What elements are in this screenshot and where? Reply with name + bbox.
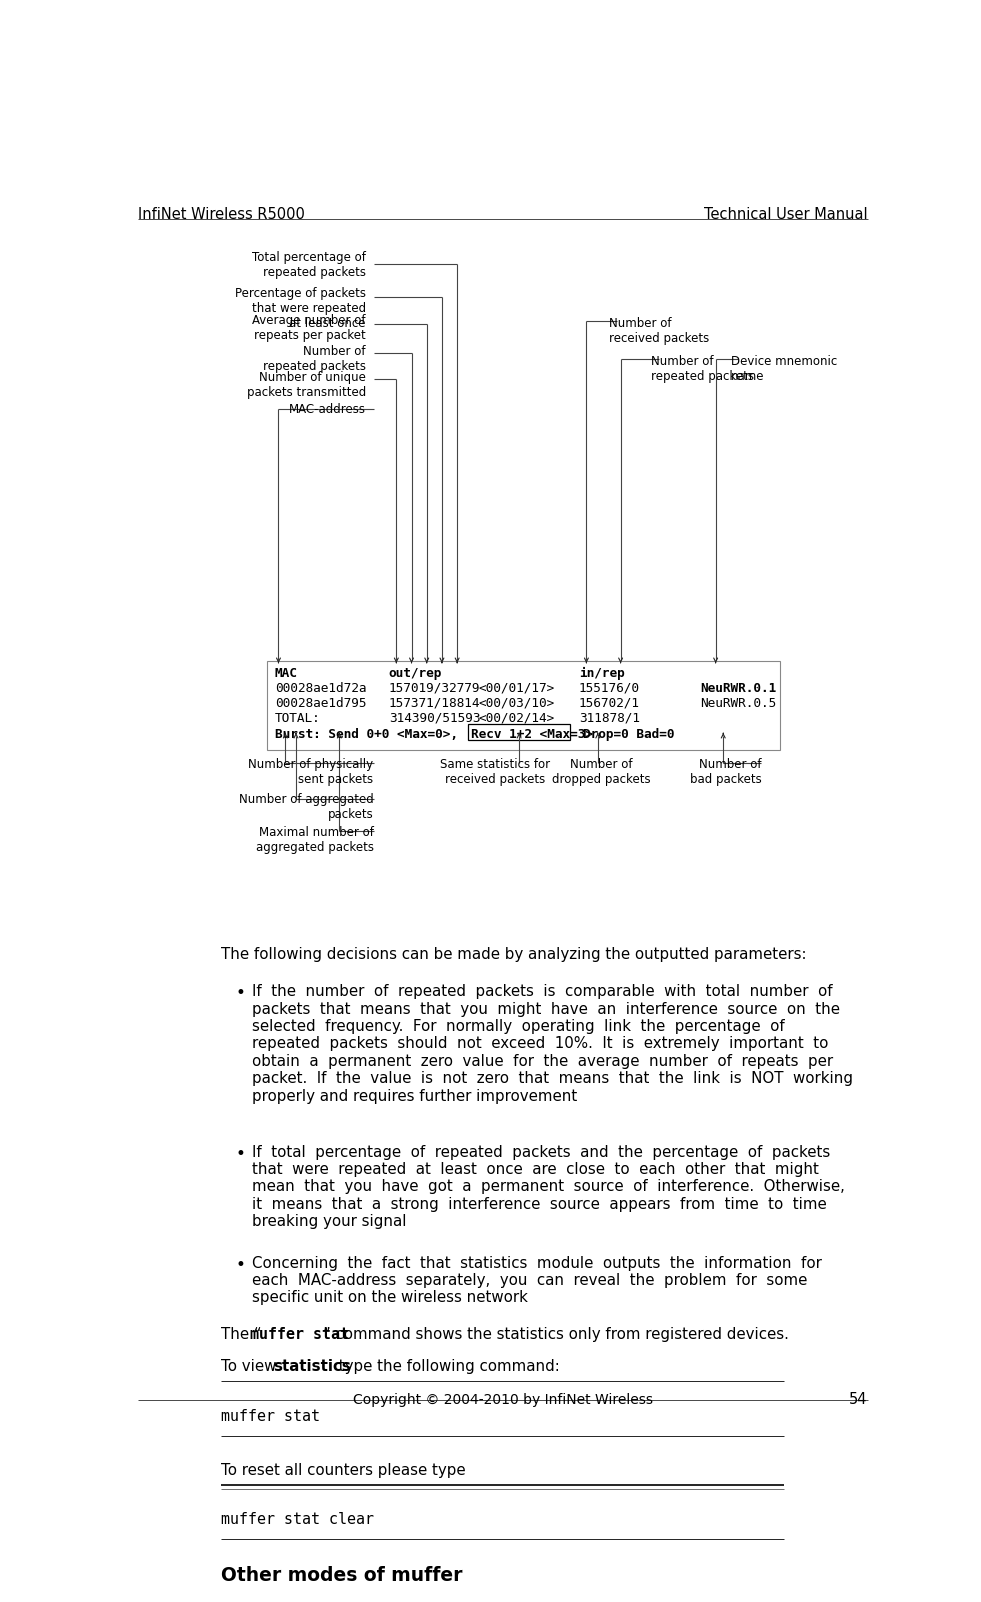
Text: 311878/1: 311878/1 <box>579 711 640 724</box>
Text: Number of
repeated packets: Number of repeated packets <box>651 356 754 383</box>
Text: 00028ae1d72a: 00028ae1d72a <box>275 682 366 695</box>
Text: The “: The “ <box>222 1326 262 1342</box>
Text: 314390/51593: 314390/51593 <box>388 711 481 724</box>
Text: in/rep: in/rep <box>579 666 625 681</box>
Text: 157371/18814: 157371/18814 <box>388 697 481 710</box>
Text: statistics: statistics <box>273 1358 351 1375</box>
Text: Drop=0 Bad=0: Drop=0 Bad=0 <box>583 727 674 740</box>
Text: To view: To view <box>222 1358 282 1375</box>
Text: TOTAL:: TOTAL: <box>275 711 321 724</box>
Text: Technical User Manual: Technical User Manual <box>704 207 868 223</box>
Text: Device mnemonic
name: Device mnemonic name <box>731 356 837 383</box>
Text: muffer stat: muffer stat <box>249 1326 348 1342</box>
Text: type the following command:: type the following command: <box>334 1358 560 1375</box>
Text: Total percentage of
repeated packets: Total percentage of repeated packets <box>252 252 366 279</box>
Text: Number of unique
packets transmitted: Number of unique packets transmitted <box>246 372 366 399</box>
Text: Same statistics for
received packets: Same statistics for received packets <box>440 758 550 787</box>
Text: If  the  number  of  repeated  packets  is  comparable  with  total  number  of
: If the number of repeated packets is com… <box>252 984 852 1104</box>
Text: 00028ae1d795: 00028ae1d795 <box>275 697 366 710</box>
Text: muffer stat clear: muffer stat clear <box>222 1512 375 1527</box>
Text: Number of
received packets: Number of received packets <box>609 317 709 344</box>
Text: <00/03/10>: <00/03/10> <box>479 697 554 710</box>
Text: out/rep: out/rep <box>388 666 442 681</box>
Text: 156702/1: 156702/1 <box>579 697 640 710</box>
Text: NeuRWR.0.1: NeuRWR.0.1 <box>700 682 777 695</box>
Text: Number of aggregated
packets: Number of aggregated packets <box>238 793 374 820</box>
Text: Number of
dropped packets: Number of dropped packets <box>552 758 651 787</box>
Text: Concerning  the  fact  that  statistics  module  outputs  the  information  for
: Concerning the fact that statistics modu… <box>252 1256 822 1306</box>
Text: Other modes of muffer: Other modes of muffer <box>222 1567 463 1586</box>
Text: Number of physically
sent packets: Number of physically sent packets <box>248 758 374 787</box>
Text: MAC: MAC <box>275 666 297 681</box>
Text: MAC-address: MAC-address <box>289 404 366 417</box>
Text: 54: 54 <box>850 1392 868 1407</box>
Text: muffer stat: muffer stat <box>222 1408 321 1424</box>
Text: Percentage of packets
that were repeated
at least once: Percentage of packets that were repeated… <box>234 287 366 330</box>
Bar <box>267 662 780 750</box>
Text: •: • <box>235 1256 245 1274</box>
Text: <00/01/17>: <00/01/17> <box>479 682 554 695</box>
Text: Recv 1+2 <Max=3>: Recv 1+2 <Max=3> <box>471 727 593 740</box>
Text: 157019/32779: 157019/32779 <box>388 682 481 695</box>
Text: <00/02/14>: <00/02/14> <box>479 711 554 724</box>
Text: Number of
bad packets: Number of bad packets <box>690 758 761 787</box>
Text: •: • <box>235 984 245 1003</box>
Bar <box>468 724 570 740</box>
Text: 155176/0: 155176/0 <box>579 682 640 695</box>
Text: Average number of
repeats per packet: Average number of repeats per packet <box>252 314 366 343</box>
Text: Burst: Send 0+0 <Max=0>,: Burst: Send 0+0 <Max=0>, <box>275 727 458 740</box>
Text: If  total  percentage  of  repeated  packets  and  the  percentage  of  packets
: If total percentage of repeated packets … <box>252 1144 845 1229</box>
Text: Copyright © 2004-2010 by InfiNet Wireless: Copyright © 2004-2010 by InfiNet Wireles… <box>353 1394 652 1407</box>
Text: The following decisions can be made by analyzing the outputted parameters:: The following decisions can be made by a… <box>222 947 807 963</box>
Text: To reset all counters please type: To reset all counters please type <box>222 1463 466 1477</box>
Text: ” command shows the statistics only from registered devices.: ” command shows the statistics only from… <box>323 1326 789 1342</box>
Text: Number of
repeated packets: Number of repeated packets <box>263 344 366 373</box>
Text: •: • <box>235 1144 245 1163</box>
Text: InfiNet Wireless R5000: InfiNet Wireless R5000 <box>137 207 305 223</box>
Text: NeuRWR.0.5: NeuRWR.0.5 <box>700 697 777 710</box>
Text: Maximal number of
aggregated packets: Maximal number of aggregated packets <box>255 827 374 854</box>
